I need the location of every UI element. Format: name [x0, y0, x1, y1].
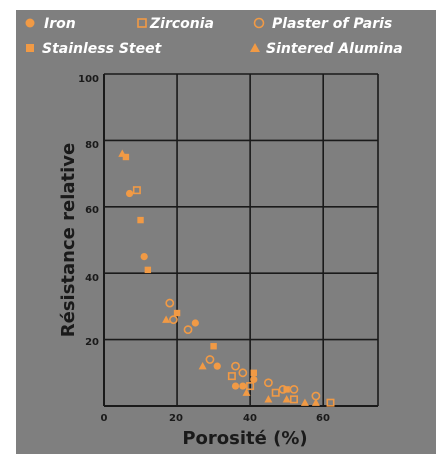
- x-axis-title: Porosité (%): [182, 428, 307, 449]
- data-point-zirconia: [271, 388, 280, 397]
- legend: Iron Zirconia Plaster of Paris Stainless…: [25, 16, 403, 57]
- data-point-sintered-alumina: [264, 395, 273, 403]
- x-tick-label-20: 20: [169, 413, 183, 424]
- data-point-plaster-of-paris: [289, 384, 299, 394]
- legend-item-plaster-of-paris: Plaster of Paris: [253, 16, 392, 32]
- y-tick-label-20: 20: [85, 337, 99, 348]
- data-point-stainless-steet: [210, 343, 217, 350]
- x-tick-labels: 0 20 40 60: [101, 413, 330, 424]
- x-tick-label-0: 0: [101, 413, 108, 424]
- data-point-plaster-of-paris: [205, 355, 215, 364]
- data-point-stainless-steet: [137, 216, 144, 224]
- data-point-stainless-steet: [144, 266, 152, 274]
- legend-item-stainless-steet: Stainless Steet: [26, 41, 163, 57]
- legend-label-iron: Iron: [44, 16, 76, 32]
- data-point-zirconia: [326, 398, 335, 407]
- data-point-plaster-of-paris: [231, 361, 240, 371]
- data-point-sintered-alumina: [242, 388, 251, 396]
- x-tick-label-60: 60: [316, 413, 330, 424]
- data-point-plaster-of-paris: [238, 368, 248, 378]
- legend-label-sintered-alumina: Sintered Alumina: [266, 41, 403, 57]
- data-point-sintered-alumina: [162, 315, 171, 323]
- legend-item-iron: Iron: [25, 16, 76, 32]
- legend-marker-sintered-alumina: [250, 43, 260, 52]
- data-point-stainless-steet: [250, 369, 257, 376]
- data-point-plaster-of-paris: [165, 298, 175, 308]
- y-tick-label-100: 100: [78, 74, 99, 85]
- data-point-zirconia: [246, 382, 255, 391]
- data-markers: [118, 149, 335, 407]
- legend-item-zirconia: Zirconia: [137, 16, 214, 32]
- data-point-iron: [250, 375, 258, 384]
- legend-marker-plaster-of-paris: [253, 17, 265, 29]
- y-tick-labels: 20 40 60 80 100: [78, 74, 99, 348]
- data-point-iron: [231, 382, 240, 390]
- data-point-sintered-alumina: [198, 361, 207, 370]
- data-point-stainless-steet: [122, 153, 130, 161]
- legend-label-zirconia: Zirconia: [149, 16, 214, 32]
- data-point-sintered-alumina: [311, 398, 320, 406]
- data-point-iron: [239, 382, 247, 390]
- x-tick-label-40: 40: [243, 413, 257, 424]
- y-tick-label-80: 80: [85, 140, 99, 151]
- legend-marker-iron: [25, 18, 35, 28]
- data-point-sintered-alumina: [300, 398, 309, 406]
- chart-background: [16, 10, 436, 454]
- data-point-plaster-of-paris: [183, 325, 193, 335]
- legend-item-sintered-alumina: Sintered Alumina: [250, 41, 403, 57]
- data-point-iron: [140, 253, 148, 261]
- legend-label-stainless-steet: Stainless Steet: [42, 41, 163, 57]
- data-point-sintered-alumina: [282, 395, 291, 403]
- data-point-iron: [125, 189, 134, 198]
- data-point-stainless-steet: [283, 386, 290, 393]
- data-point-sintered-alumina: [118, 149, 127, 157]
- y-axis-title: Résistance relative: [58, 143, 79, 338]
- plot-area: [103, 73, 379, 407]
- data-point-plaster-of-paris: [263, 378, 273, 388]
- data-point-iron: [191, 319, 199, 327]
- legend-label-plaster-of-paris: Plaster of Paris: [272, 16, 392, 32]
- data-point-stainless-steet: [173, 309, 181, 317]
- y-tick-label-60: 60: [85, 205, 99, 216]
- data-point-zirconia: [289, 395, 298, 404]
- legend-marker-stainless-steet: [26, 44, 34, 52]
- y-tick-label-40: 40: [85, 273, 99, 284]
- data-point-plaster-of-paris: [169, 315, 178, 325]
- data-point-zirconia: [132, 186, 141, 195]
- legend-marker-zirconia: [137, 18, 147, 28]
- data-point-zirconia: [227, 372, 236, 381]
- data-point-iron: [213, 362, 221, 370]
